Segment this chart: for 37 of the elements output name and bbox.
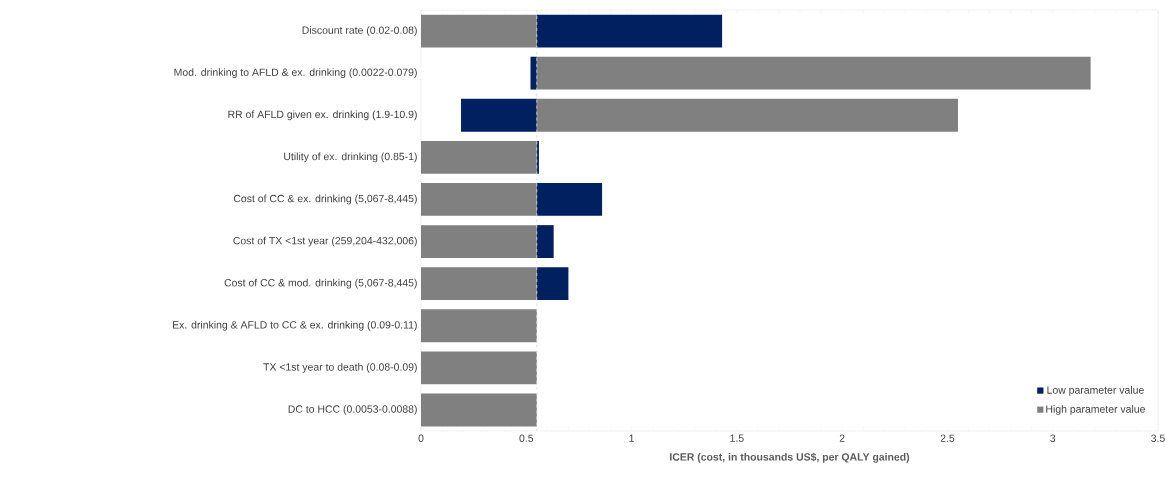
bar xyxy=(421,351,537,385)
bar xyxy=(421,225,537,258)
y-tick-label: Mod. drinking to AFLD & ex. drinking (0.0022-0.079) xyxy=(174,68,417,79)
bar xyxy=(536,183,603,216)
y-tick-label: Cost of CC & mod. drinking (5,067-8,445) xyxy=(224,278,417,289)
bar xyxy=(421,14,537,48)
x-tick-label: 1.5 xyxy=(730,434,744,442)
bar xyxy=(421,267,537,301)
y-tick-label: Utility of ex. drinking (0.85-1) xyxy=(284,152,417,163)
y-tick-label: Cost of CC & ex. drinking (5,067-8,445) xyxy=(233,194,417,205)
legend-label: High parameter value xyxy=(1046,405,1145,415)
x-tick-label: 2 xyxy=(839,434,845,442)
legend-label: Low parameter value xyxy=(1047,386,1144,396)
x-tick-label: 2.5 xyxy=(940,434,955,442)
x-axis-title: ICER (cost, in thousands US$, per QALY gained) xyxy=(670,452,910,463)
y-tick-label: Cost of TX <1st year (259,204-432,006) xyxy=(233,236,417,247)
x-tick-label: 1 xyxy=(629,434,634,442)
x-tick-label: 3.5 xyxy=(1151,434,1165,442)
y-tick-label: DC to HCC (0.0053-0.0088) xyxy=(288,405,417,415)
x-tick-label: 0 xyxy=(418,434,424,442)
bar xyxy=(536,98,958,132)
bar xyxy=(421,140,537,174)
bar xyxy=(461,98,537,132)
y-tick-label: Discount rate (0.02-0.08) xyxy=(302,26,417,36)
x-tick-label: 3 xyxy=(1050,434,1056,442)
y-tick-label: Ex. drinking & AFLD to CC & ex. drinking (0.09-0.11) xyxy=(172,320,417,331)
bar xyxy=(536,140,539,174)
y-tick-label: RR of AFLD given ex. drinking (1.9-10.9) xyxy=(228,110,417,121)
bar xyxy=(536,267,569,301)
x-tick-label: 0.5 xyxy=(519,434,534,442)
bar xyxy=(421,393,537,427)
bar xyxy=(536,56,1091,90)
bar xyxy=(421,183,537,216)
y-tick-label: TX <1st year to death (0.08-0.09) xyxy=(263,362,417,373)
bar xyxy=(421,309,537,343)
bar xyxy=(536,14,723,48)
bar xyxy=(536,225,554,258)
